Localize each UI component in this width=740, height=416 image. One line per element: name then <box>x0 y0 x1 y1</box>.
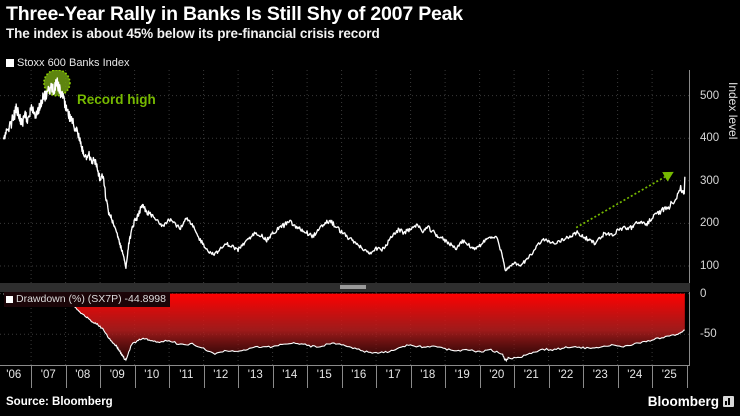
chart-svg <box>0 70 690 365</box>
drawdown-area <box>3 293 685 361</box>
rally-trend-arrow <box>575 171 674 229</box>
x-label-'23: '23 <box>592 369 608 381</box>
x-tick-mark-'20 <box>479 366 481 388</box>
y-label-500: 500 <box>700 89 720 102</box>
x-tick-mark-'21 <box>514 366 516 388</box>
y-label-dd-0: 0 <box>700 287 707 300</box>
y-axis-labels: 500 400 300 200 100 0 -50 <box>690 70 740 365</box>
x-tick-mark-'13 <box>238 366 240 388</box>
bloomberg-brand: Bloomberg <box>648 394 734 409</box>
x-label-'14: '14 <box>282 369 298 381</box>
y-label-400: 400 <box>700 132 720 145</box>
x-tick-mark-'22 <box>548 366 550 388</box>
x-label-'20: '20 <box>489 369 505 381</box>
legend-main-series: Stoxx 600 Banks Index <box>6 57 130 69</box>
x-label-'17: '17 <box>385 369 401 381</box>
x-tick-mark-'16 <box>341 366 343 388</box>
x-label-'10: '10 <box>144 369 160 381</box>
x-tick-mark-'23 <box>583 366 585 388</box>
x-label-'15: '15 <box>316 369 332 381</box>
x-tick-mark-'19 <box>445 366 447 388</box>
x-axis-line <box>0 365 690 366</box>
x-label-'09: '09 <box>109 369 125 381</box>
x-tick-mark-end <box>686 366 688 388</box>
x-label-'19: '19 <box>454 369 470 381</box>
x-label-'11: '11 <box>179 369 194 381</box>
legend-drawdown-series: Drawdown (%) (SX7P) -44.8998 <box>4 292 170 307</box>
x-tick-mark-'15 <box>307 366 309 388</box>
y-axis-title: Index level <box>726 82 740 140</box>
annotation-record-high: Record high <box>77 92 156 107</box>
x-tick-mark-'08 <box>65 366 67 388</box>
x-tick-mark-'17 <box>376 366 378 388</box>
page-subtitle: The index is about 45% below its pre-fin… <box>6 26 380 41</box>
x-label-'16: '16 <box>351 369 367 381</box>
index-line <box>2 77 686 272</box>
y-label-dd--50: -50 <box>700 328 717 341</box>
x-label-'18: '18 <box>420 369 436 381</box>
x-label-'12: '12 <box>213 369 229 381</box>
x-label-'25: '25 <box>661 369 677 381</box>
x-tick-mark-'10 <box>134 366 136 388</box>
page-title: Three-Year Rally in Banks Is Still Shy o… <box>6 3 463 25</box>
x-tick-mark-'07 <box>31 366 33 388</box>
legend-label-drawdown: Drawdown (%) (SX7P) -44.8998 <box>16 293 166 305</box>
x-label-'13: '13 <box>247 369 263 381</box>
x-tick-mark-'25 <box>652 366 654 388</box>
x-tick-mark-'18 <box>410 366 412 388</box>
x-axis: '06 '07 '08 '09 '10 '11 '12 '13 '14 '15 '16 '17 '18 '… <box>0 365 690 391</box>
bloomberg-wordmark: Bloomberg <box>647 394 719 409</box>
x-label-'21: '21 <box>523 369 539 381</box>
grid-lines-main <box>0 70 690 283</box>
legend-label-index: Stoxx 600 Banks Index <box>17 57 130 69</box>
y-label-100: 100 <box>700 259 720 272</box>
y-label-200: 200 <box>700 217 720 230</box>
x-label-'22: '22 <box>558 369 574 381</box>
x-tick-mark-'11 <box>169 366 171 388</box>
chart-plot-area <box>0 70 690 365</box>
source-note: Source: Bloomberg <box>6 396 113 408</box>
x-tick-mark-'09 <box>100 366 102 388</box>
x-label-'08: '08 <box>75 369 91 381</box>
x-label-'24: '24 <box>627 369 643 381</box>
x-tick-mark-'12 <box>203 366 205 388</box>
x-tick-mark-'24 <box>617 366 619 388</box>
drawdown-line <box>3 293 685 363</box>
panel-scroll-handle[interactable] <box>340 285 366 289</box>
y-label-300: 300 <box>700 174 720 187</box>
x-label-'07: '07 <box>40 369 56 381</box>
legend-swatch-index <box>6 59 14 67</box>
x-label-'06: '06 <box>6 369 22 381</box>
x-tick-mark-'14 <box>272 366 274 388</box>
legend-swatch-drawdown <box>6 295 13 303</box>
bloomberg-logo-icon <box>723 396 734 407</box>
